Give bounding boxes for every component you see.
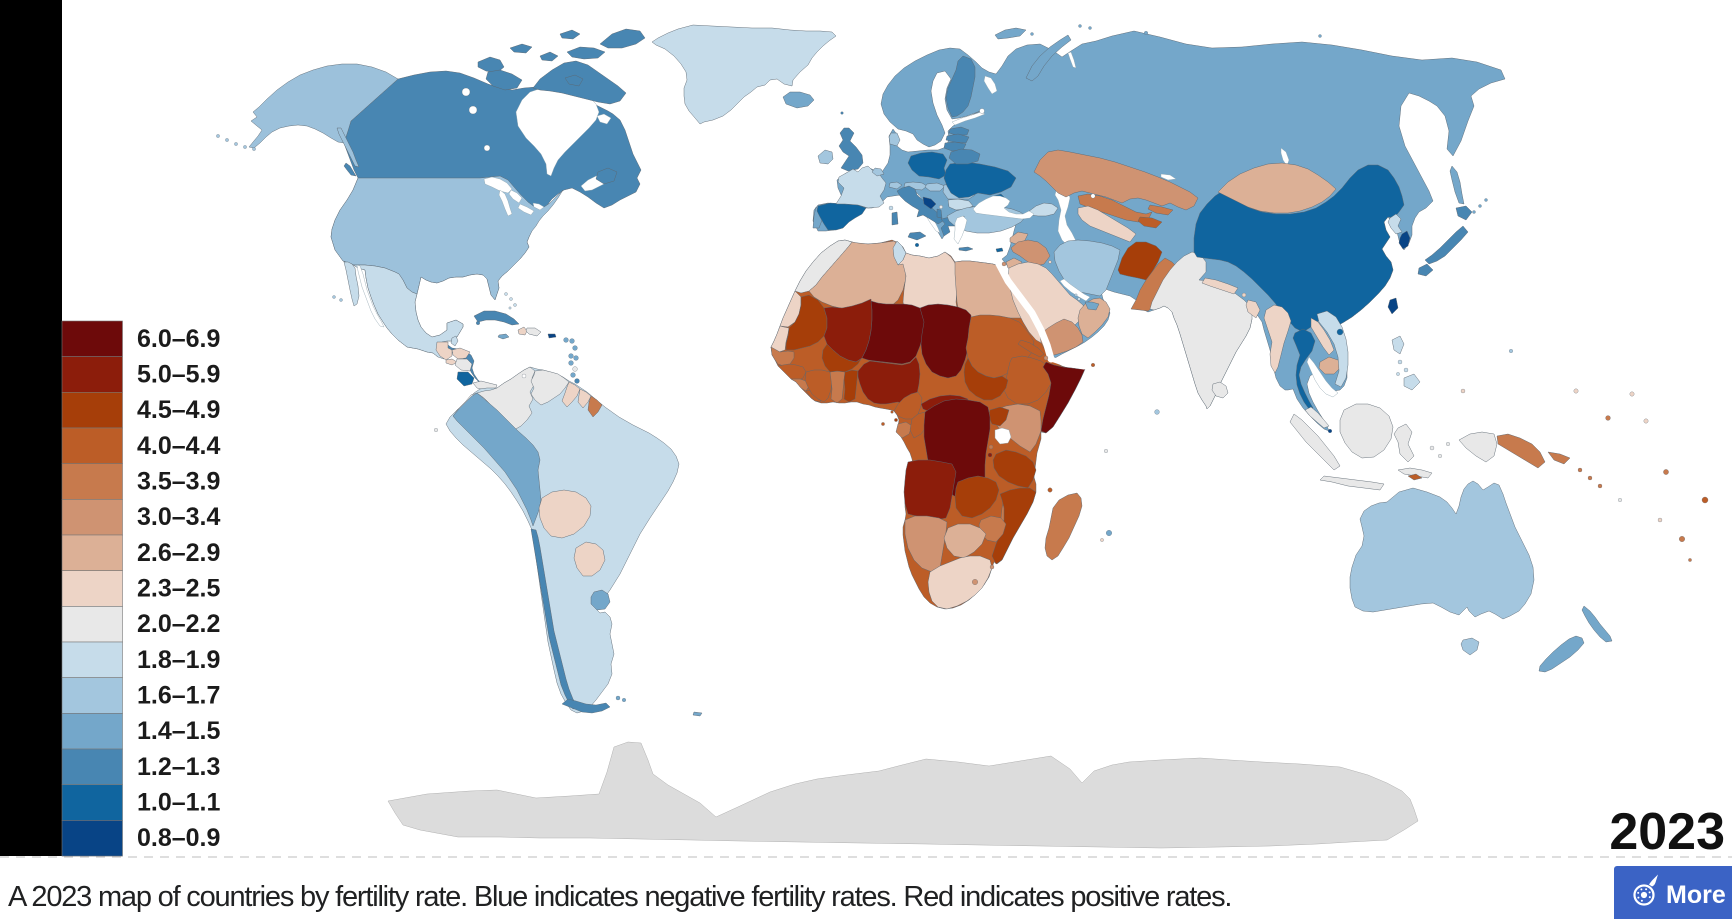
svg-text:2023: 2023 xyxy=(1609,803,1725,861)
svg-text:2.0–2.2: 2.0–2.2 xyxy=(137,610,220,638)
svg-text:2.3–2.5: 2.3–2.5 xyxy=(137,575,221,603)
svg-text:1.8–1.9: 1.8–1.9 xyxy=(137,646,220,674)
svg-text:A 2023 map of countries by fer: A 2023 map of countries by fertility rat… xyxy=(8,881,1231,913)
svg-text:1.0–1.1: 1.0–1.1 xyxy=(137,789,221,817)
svg-text:5.0–5.9: 5.0–5.9 xyxy=(137,361,220,389)
svg-text:1.6–1.7: 1.6–1.7 xyxy=(137,682,220,710)
svg-text:1.2–1.3: 1.2–1.3 xyxy=(137,753,220,781)
svg-text:3.0–3.4: 3.0–3.4 xyxy=(137,503,221,531)
svg-text:4.0–4.4: 4.0–4.4 xyxy=(137,432,221,460)
svg-text:0.8–0.9: 0.8–0.9 xyxy=(137,824,220,852)
svg-text:1.4–1.5: 1.4–1.5 xyxy=(137,717,221,745)
svg-text:6.0–6.9: 6.0–6.9 xyxy=(137,325,220,353)
svg-text:2.6–2.9: 2.6–2.9 xyxy=(137,539,220,567)
svg-text:3.5–3.9: 3.5–3.9 xyxy=(137,468,220,496)
svg-text:4.5–4.9: 4.5–4.9 xyxy=(137,396,220,424)
svg-text:More d: More d xyxy=(1666,881,1732,909)
